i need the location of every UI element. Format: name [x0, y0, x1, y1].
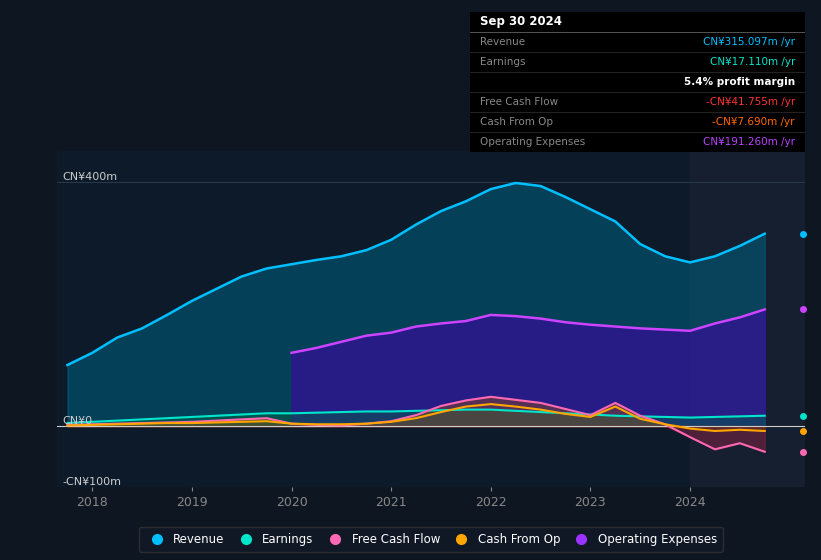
Bar — [690, 151, 805, 487]
Text: Sep 30 2024: Sep 30 2024 — [480, 15, 562, 27]
Text: Operating Expenses: Operating Expenses — [480, 137, 585, 147]
Text: CN¥0: CN¥0 — [62, 416, 93, 426]
Text: Free Cash Flow: Free Cash Flow — [480, 97, 558, 107]
Legend: Revenue, Earnings, Free Cash Flow, Cash From Op, Operating Expenses: Revenue, Earnings, Free Cash Flow, Cash … — [139, 527, 723, 552]
Text: Cash From Op: Cash From Op — [480, 117, 553, 127]
Text: Revenue: Revenue — [480, 37, 525, 47]
Text: -CN¥41.755m /yr: -CN¥41.755m /yr — [706, 97, 795, 107]
Text: CN¥315.097m /yr: CN¥315.097m /yr — [703, 37, 795, 47]
Text: CN¥17.110m /yr: CN¥17.110m /yr — [709, 57, 795, 67]
Text: CN¥400m: CN¥400m — [62, 172, 117, 182]
Text: Earnings: Earnings — [480, 57, 525, 67]
Text: 5.4% profit margin: 5.4% profit margin — [684, 77, 795, 87]
Text: CN¥191.260m /yr: CN¥191.260m /yr — [703, 137, 795, 147]
Text: -CN¥7.690m /yr: -CN¥7.690m /yr — [713, 117, 795, 127]
Text: -CN¥100m: -CN¥100m — [62, 477, 122, 487]
